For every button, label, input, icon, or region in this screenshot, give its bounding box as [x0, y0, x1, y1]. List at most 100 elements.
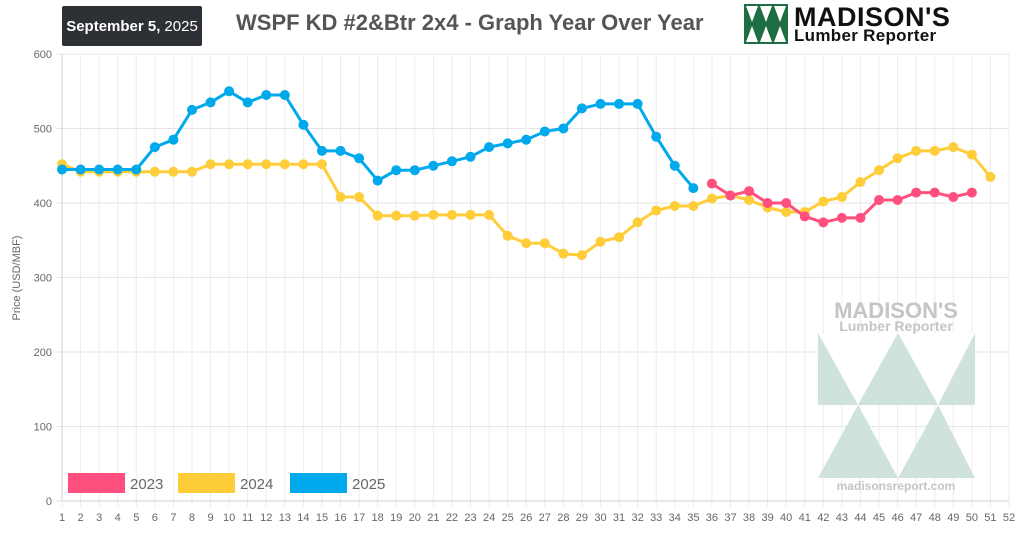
y-tick-label: 400 [34, 198, 52, 210]
data-point-2024 [168, 166, 179, 177]
data-point-2025 [372, 175, 383, 186]
data-point-2024 [966, 149, 977, 160]
x-tick-label: 34 [669, 512, 681, 524]
series-2025 [57, 86, 699, 194]
data-point-2024 [298, 159, 309, 170]
data-point-2023 [948, 192, 959, 203]
x-tick-label: 22 [446, 512, 458, 524]
x-tick-label: 7 [170, 512, 176, 524]
x-tick-label: 49 [947, 512, 959, 524]
x-tick-label: 48 [929, 512, 941, 524]
x-tick-label: 41 [799, 512, 811, 524]
data-point-2024 [502, 230, 513, 241]
data-point-2025 [335, 145, 346, 156]
x-tick-label: 5 [133, 512, 139, 524]
data-point-2024 [929, 145, 940, 156]
data-point-2024 [781, 206, 792, 217]
data-point-2025 [186, 104, 197, 115]
legend-item-2023: 2023 [68, 473, 163, 493]
data-point-2024 [428, 209, 439, 220]
data-point-2023 [706, 178, 717, 189]
data-point-2023 [781, 198, 792, 208]
x-tick-label: 16 [334, 512, 346, 524]
data-point-2025 [465, 151, 476, 162]
data-point-2024 [688, 200, 699, 211]
x-tick-label: 24 [483, 512, 495, 524]
x-tick-label: 2 [78, 512, 84, 524]
data-point-2024 [614, 232, 625, 243]
x-tick-label: 20 [409, 512, 421, 524]
data-point-2025 [651, 131, 662, 142]
data-point-2025 [316, 145, 327, 156]
data-point-2024 [205, 159, 216, 170]
logo-brand: MADISON'S [794, 2, 951, 32]
watermark-brand: MADISON'S [834, 298, 958, 323]
legend-label: 2023 [130, 476, 163, 493]
data-point-2023 [911, 187, 922, 198]
x-tick-label: 17 [353, 512, 365, 524]
data-point-2024 [911, 145, 922, 156]
watermark-triangle [898, 333, 975, 405]
data-point-2024 [595, 236, 606, 247]
y-tick-label: 200 [34, 347, 52, 359]
data-point-2024 [316, 159, 327, 170]
x-tick-label: 8 [189, 512, 195, 524]
data-point-2025 [632, 98, 643, 109]
y-tick-label: 600 [34, 49, 52, 61]
data-point-2023 [874, 195, 885, 206]
data-point-2025 [112, 164, 123, 175]
y-axis-label: Price (USD/MBF) [11, 236, 23, 321]
x-tick-label: 14 [297, 512, 309, 524]
data-point-2025 [57, 164, 67, 175]
data-point-2024 [391, 210, 402, 221]
x-tick-label: 30 [594, 512, 606, 524]
data-point-2024 [484, 209, 495, 220]
chart-title: WSPF KD #2&Btr 2x4 - Graph Year Over Yea… [236, 10, 704, 35]
x-tick-label: 37 [724, 512, 736, 524]
data-point-2023 [725, 190, 736, 201]
x-tick-label: 6 [152, 512, 158, 524]
date-year: 2025 [164, 17, 198, 35]
data-point-2025 [669, 160, 680, 171]
watermark-subtitle: Lumber Reporter [839, 318, 953, 334]
data-point-2025 [149, 142, 160, 153]
x-tick-label: 19 [390, 512, 402, 524]
legend-label: 2024 [240, 476, 273, 493]
x-tick-label: 43 [836, 512, 848, 524]
data-point-2025 [428, 160, 439, 171]
data-point-2024 [985, 171, 996, 182]
x-tick-label: 27 [539, 512, 551, 524]
x-tick-label: 28 [557, 512, 569, 524]
data-point-2024 [948, 142, 959, 153]
data-point-2023 [818, 217, 829, 228]
x-tick-label: 12 [260, 512, 272, 524]
x-tick-label: 32 [632, 512, 644, 524]
data-point-2024 [186, 166, 197, 177]
data-point-2025 [261, 89, 272, 100]
data-point-2024 [279, 159, 290, 170]
x-tick-label: 26 [520, 512, 532, 524]
x-tick-label: 46 [891, 512, 903, 524]
data-point-2023 [762, 198, 773, 208]
legend-swatch [68, 473, 125, 493]
data-point-2024 [706, 193, 717, 204]
watermark-url: madisonsreport.com [837, 479, 956, 493]
x-tick-label: 3 [96, 512, 102, 524]
data-point-2024 [576, 250, 587, 261]
data-point-2025 [131, 164, 142, 175]
x-tick-label: 51 [984, 512, 996, 524]
legend-item-2024: 2024 [178, 473, 273, 493]
data-point-2024 [521, 238, 532, 249]
date-month-day: September 5, [66, 17, 161, 35]
x-tick-label: 45 [873, 512, 885, 524]
x-tick-label: 4 [115, 512, 121, 524]
series [57, 86, 996, 261]
data-point-2025 [354, 153, 365, 164]
x-tick-label: 9 [207, 512, 213, 524]
data-point-2024 [818, 196, 829, 207]
data-point-2024 [465, 209, 476, 220]
data-point-2023 [855, 212, 866, 223]
data-point-2023 [744, 186, 755, 197]
